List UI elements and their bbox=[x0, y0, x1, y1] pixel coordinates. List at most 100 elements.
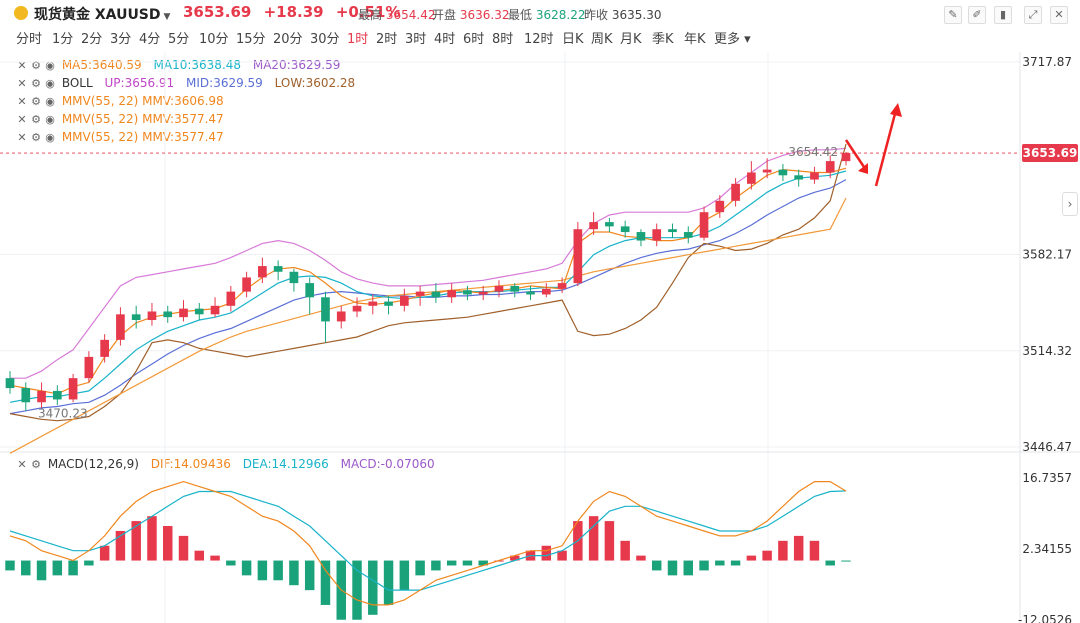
close-icon[interactable]: ✕ bbox=[17, 59, 27, 72]
candle-body bbox=[731, 183, 740, 201]
macd-bar bbox=[604, 521, 615, 561]
macd-bar bbox=[115, 530, 126, 561]
timeframe-21[interactable]: 年K bbox=[684, 32, 706, 47]
price-tick-label: 3717.87 bbox=[1022, 55, 1072, 69]
timeframe-4[interactable]: 4分 bbox=[139, 32, 161, 47]
timeframe-1[interactable]: 1分 bbox=[52, 32, 74, 47]
candle-body bbox=[447, 290, 456, 298]
timeframe-13[interactable]: 4时 bbox=[434, 32, 456, 47]
macd-bar bbox=[415, 560, 425, 576]
expand-icon[interactable]: ⤢ bbox=[1024, 6, 1042, 24]
draw-pen-icon[interactable]: ✐ bbox=[968, 6, 986, 24]
candle-body bbox=[478, 291, 488, 295]
close-icon[interactable]: ✕ bbox=[17, 95, 27, 108]
timeframe-8[interactable]: 20分 bbox=[273, 32, 303, 47]
timeframe-0[interactable]: 分时 bbox=[16, 32, 43, 47]
candle-body bbox=[605, 222, 614, 227]
macd-bar bbox=[99, 545, 110, 561]
macd-bar bbox=[825, 560, 835, 566]
macd-tick-label: -12.0526 bbox=[1018, 613, 1072, 623]
last-price: 3653.69 bbox=[183, 3, 252, 21]
candle-body bbox=[131, 314, 141, 320]
mmv-value: MMV(55, 22) MMV:3606.98 bbox=[61, 94, 224, 108]
candle-body bbox=[683, 232, 693, 238]
close-icon[interactable]: ✕ bbox=[1050, 6, 1068, 24]
timeframe-11[interactable]: 2时 bbox=[376, 32, 398, 47]
eye-icon[interactable]: ◉ bbox=[45, 95, 55, 108]
timeframe-10[interactable]: 1时 bbox=[347, 32, 369, 47]
candle-body bbox=[210, 305, 220, 315]
gold-coin-icon bbox=[14, 6, 28, 20]
macd-bar bbox=[793, 535, 804, 561]
mmv-slow-line bbox=[9, 197, 847, 454]
close-icon[interactable]: ✕ bbox=[17, 131, 27, 144]
macd-bar bbox=[573, 521, 583, 561]
indicator-row-mmv-2: ✕ ⚙ ◉ MMV(55, 22) MMV:3577.47 bbox=[16, 112, 232, 128]
gear-icon[interactable]: ⚙ bbox=[31, 458, 41, 471]
candle-body bbox=[68, 378, 78, 400]
timeframe-16[interactable]: 12时 bbox=[524, 32, 554, 47]
close-icon[interactable]: ✕ bbox=[17, 77, 27, 90]
candle-body bbox=[794, 175, 804, 180]
macd-bar bbox=[273, 560, 283, 581]
macd-bar bbox=[778, 540, 788, 561]
candle-body bbox=[715, 200, 725, 213]
macd-bar bbox=[588, 516, 599, 561]
macd-legend: ✕ ⚙ MACD(12,26,9) DIF:14.09436 DEA:14.129… bbox=[16, 457, 443, 473]
gear-icon[interactable]: ⚙ bbox=[31, 113, 41, 126]
candle-body bbox=[825, 161, 835, 173]
timeframe-bar: 分时 1分 2分 3分 4分 5分 10分 15分 20分 30分 1时 2时 3时 4时 6时 8时 12时日… bbox=[0, 28, 1080, 48]
candle-style-icon[interactable]: ▮ bbox=[994, 6, 1012, 24]
close-icon[interactable]: ✕ bbox=[17, 458, 27, 471]
timeframe-14[interactable]: 6时 bbox=[463, 32, 485, 47]
candle-body bbox=[5, 378, 15, 389]
gear-icon[interactable]: ⚙ bbox=[31, 59, 41, 72]
candle-body bbox=[526, 291, 535, 295]
macd-bar bbox=[36, 560, 47, 581]
timeframe-18[interactable]: 周K bbox=[591, 32, 613, 47]
candle-body bbox=[37, 390, 46, 403]
timeframe-9[interactable]: 30分 bbox=[310, 32, 340, 47]
boll-up-line bbox=[10, 147, 847, 379]
eye-icon[interactable]: ◉ bbox=[45, 77, 55, 90]
candle-body bbox=[194, 308, 204, 315]
macd-bar bbox=[257, 560, 268, 581]
gear-icon[interactable]: ⚙ bbox=[31, 131, 41, 144]
eye-icon[interactable]: ◉ bbox=[45, 59, 55, 72]
macd-dea-line bbox=[9, 490, 847, 591]
timeframe-5[interactable]: 5分 bbox=[168, 32, 190, 47]
timeframe-15[interactable]: 8时 bbox=[492, 32, 514, 47]
eye-icon[interactable]: ◉ bbox=[45, 113, 55, 126]
close-icon[interactable]: ✕ bbox=[17, 113, 27, 126]
timeframe-19[interactable]: 月K bbox=[620, 32, 642, 47]
candle-body bbox=[431, 291, 441, 298]
timeframe-2[interactable]: 2分 bbox=[81, 32, 103, 47]
gear-icon[interactable]: ⚙ bbox=[31, 77, 41, 90]
symbol-title: 现货黄金 XAUUSD bbox=[34, 7, 161, 23]
boll-mid-line bbox=[9, 179, 847, 415]
macd-dif-line bbox=[9, 480, 847, 606]
timeframe-20[interactable]: 季K bbox=[652, 32, 674, 47]
arrow-up-head bbox=[890, 103, 902, 117]
symbol-selector[interactable]: 现货黄金 XAUUSD ▼ bbox=[34, 4, 170, 24]
macd-bar bbox=[147, 516, 157, 561]
macd-bar bbox=[194, 550, 205, 561]
timeframe-12[interactable]: 3时 bbox=[405, 32, 427, 47]
ma5-value: MA5:3640.59 bbox=[61, 58, 142, 72]
chevron-right-icon[interactable]: › bbox=[1062, 192, 1078, 216]
macd-bar bbox=[651, 560, 662, 571]
timeframe-7[interactable]: 15分 bbox=[236, 32, 266, 47]
eye-icon[interactable]: ◉ bbox=[45, 131, 55, 144]
current-price-label: 3653.69 bbox=[1023, 146, 1078, 160]
candle-body bbox=[368, 301, 378, 306]
price-block: 3653.69 +18.39 +0.51% bbox=[183, 3, 407, 21]
timeframe-6[interactable]: 10分 bbox=[199, 32, 229, 47]
timeframe-17[interactable]: 日K bbox=[562, 32, 584, 47]
macd-bar bbox=[841, 560, 851, 562]
gear-icon[interactable]: ⚙ bbox=[31, 95, 41, 108]
macd-bar bbox=[5, 560, 15, 571]
timeframe-3[interactable]: 3分 bbox=[110, 32, 132, 47]
draw-line-icon[interactable]: ✎ bbox=[944, 6, 962, 24]
timeframe-22[interactable]: 更多 ▾ bbox=[714, 32, 751, 47]
macd-bar bbox=[368, 560, 378, 615]
